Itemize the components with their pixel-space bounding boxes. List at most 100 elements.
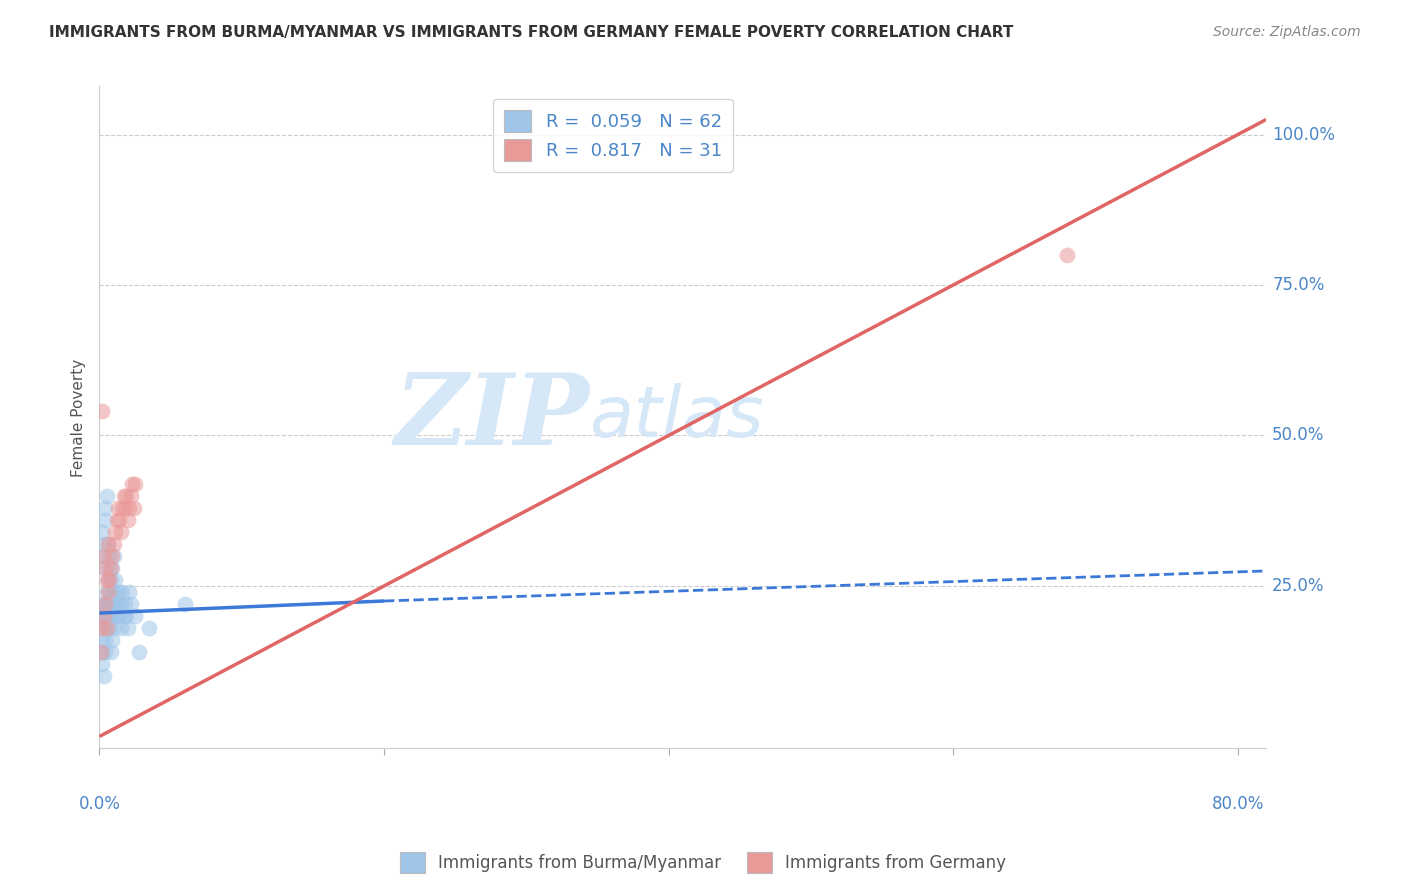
Point <box>97 609 120 624</box>
Point <box>97 597 120 611</box>
Point <box>120 489 142 503</box>
Text: 50.0%: 50.0% <box>1272 426 1324 444</box>
Point <box>115 489 138 503</box>
Point <box>93 561 115 575</box>
Point <box>90 609 112 624</box>
Point <box>91 404 114 418</box>
Point <box>93 537 115 551</box>
Point <box>90 633 112 648</box>
Point <box>114 597 136 611</box>
Point <box>1056 248 1078 262</box>
Point <box>94 645 117 659</box>
Point <box>117 513 139 527</box>
Point <box>94 609 117 624</box>
Text: 100.0%: 100.0% <box>1272 126 1336 144</box>
Point <box>98 573 121 587</box>
Point <box>101 561 124 575</box>
Point <box>104 524 127 539</box>
Point <box>94 633 117 648</box>
Point <box>96 621 118 635</box>
Point <box>101 609 124 624</box>
Point <box>105 609 128 624</box>
Point <box>98 561 121 575</box>
Point <box>100 561 122 575</box>
Point <box>90 645 112 659</box>
Point <box>120 597 142 611</box>
Point <box>107 597 129 611</box>
Point <box>104 585 127 599</box>
Point <box>94 513 117 527</box>
Text: atlas: atlas <box>589 383 763 452</box>
Point <box>91 621 114 635</box>
Point <box>94 561 117 575</box>
Point <box>93 597 115 611</box>
Point <box>91 524 114 539</box>
Point <box>103 597 125 611</box>
Point <box>97 537 120 551</box>
Legend: Immigrants from Burma/Myanmar, Immigrants from Germany: Immigrants from Burma/Myanmar, Immigrant… <box>394 846 1012 880</box>
Point <box>110 621 132 635</box>
Point <box>98 621 121 635</box>
Point <box>93 549 115 563</box>
Point <box>105 513 128 527</box>
Point <box>96 609 118 624</box>
Point <box>115 609 138 624</box>
Point <box>90 597 112 611</box>
Point <box>118 585 141 599</box>
Point <box>111 500 134 515</box>
Point <box>122 500 145 515</box>
Point <box>108 513 131 527</box>
Point <box>124 609 146 624</box>
Text: 25.0%: 25.0% <box>1272 577 1324 595</box>
Point <box>110 524 132 539</box>
Point <box>173 597 195 611</box>
Point <box>96 489 118 503</box>
Point <box>101 633 124 648</box>
Point <box>96 621 118 635</box>
Point <box>111 585 134 599</box>
Text: IMMIGRANTS FROM BURMA/MYANMAR VS IMMIGRANTS FROM GERMANY FEMALE POVERTY CORRELAT: IMMIGRANTS FROM BURMA/MYANMAR VS IMMIGRA… <box>49 25 1014 40</box>
Y-axis label: Female Poverty: Female Poverty <box>72 359 86 476</box>
Point <box>93 669 115 683</box>
Point <box>138 621 160 635</box>
Point <box>128 645 150 659</box>
Point <box>93 621 115 635</box>
Point <box>107 585 129 599</box>
Point <box>110 597 132 611</box>
Point <box>97 537 120 551</box>
Point <box>105 597 128 611</box>
Text: 80.0%: 80.0% <box>1212 795 1264 813</box>
Point <box>114 500 136 515</box>
Point <box>97 585 120 599</box>
Point <box>107 500 129 515</box>
Point <box>100 609 122 624</box>
Point <box>97 597 120 611</box>
Point <box>96 573 118 587</box>
Point <box>94 500 117 515</box>
Legend: R =  0.059   N = 62, R =  0.817   N = 31: R = 0.059 N = 62, R = 0.817 N = 31 <box>494 99 733 171</box>
Text: Source: ZipAtlas.com: Source: ZipAtlas.com <box>1213 25 1361 39</box>
Point <box>98 549 121 563</box>
Point <box>91 609 114 624</box>
Point <box>100 645 122 659</box>
Text: 75.0%: 75.0% <box>1272 276 1324 294</box>
Point <box>91 645 114 659</box>
Point <box>91 657 114 672</box>
Point <box>103 537 125 551</box>
Point <box>93 609 115 624</box>
Point <box>94 597 117 611</box>
Point <box>112 489 135 503</box>
Point <box>124 476 146 491</box>
Point <box>118 500 141 515</box>
Point <box>91 549 114 563</box>
Point <box>98 585 121 599</box>
Point <box>103 549 125 563</box>
Point <box>104 573 127 587</box>
Point <box>100 597 122 611</box>
Point <box>121 476 143 491</box>
Point <box>97 573 120 587</box>
Point <box>112 609 135 624</box>
Text: 0.0%: 0.0% <box>79 795 121 813</box>
Point <box>101 585 124 599</box>
Point <box>96 585 118 599</box>
